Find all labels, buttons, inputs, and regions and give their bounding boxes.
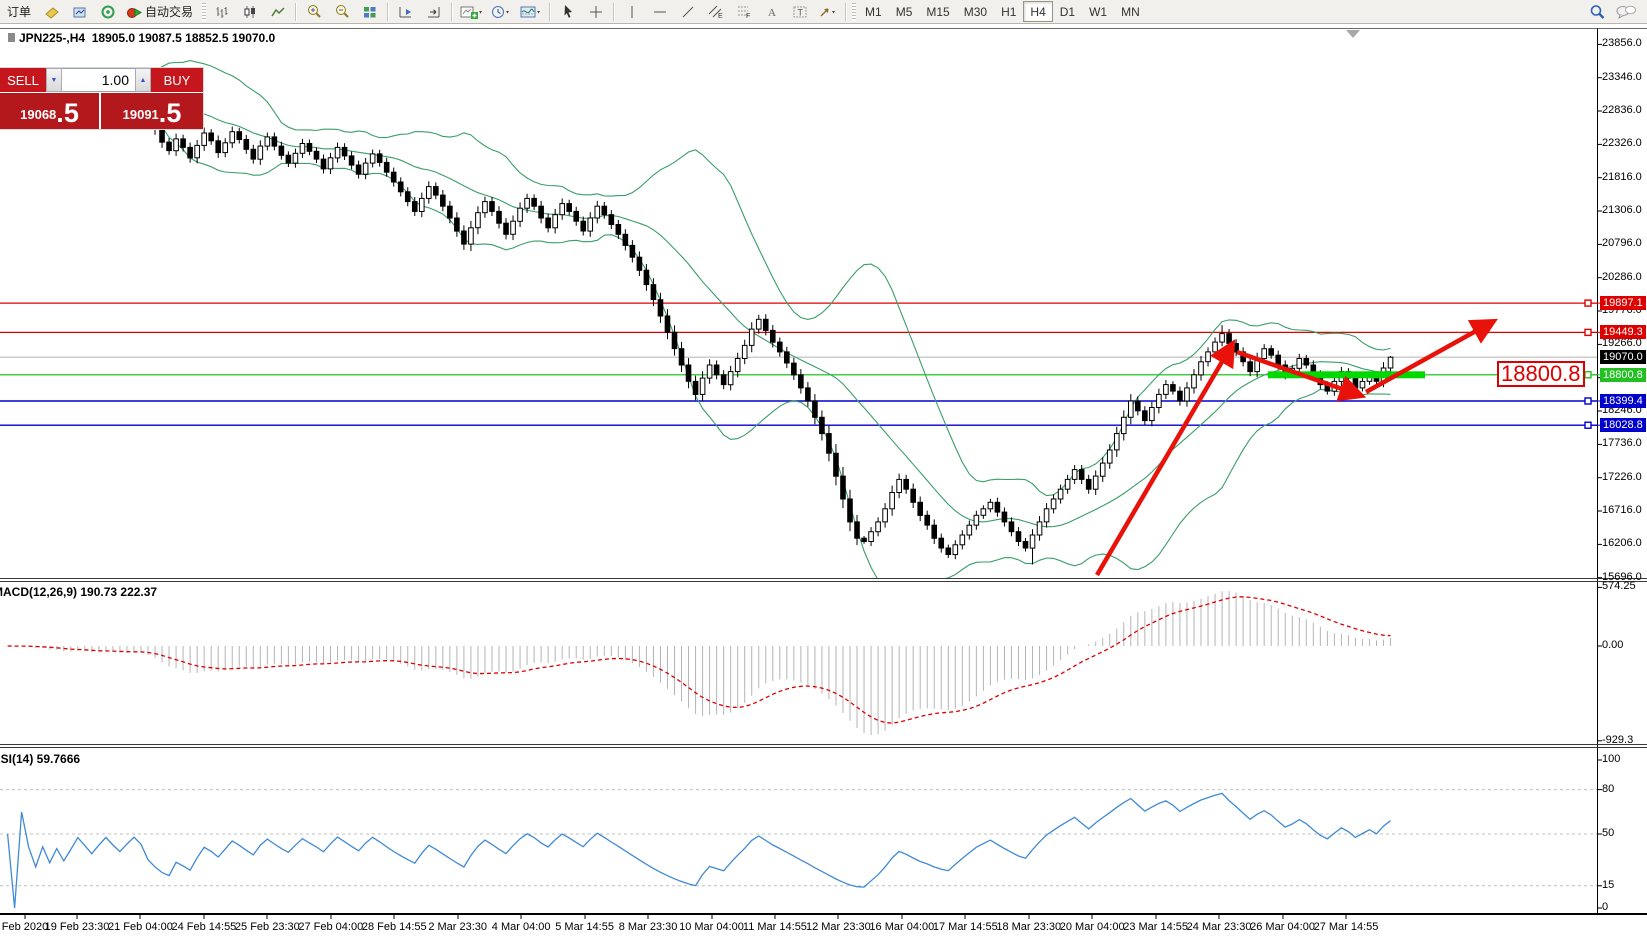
svg-text:A: A (768, 7, 776, 19)
line-chart-icon[interactable] (265, 1, 291, 23)
toolbar-grip (202, 2, 207, 21)
fibonacci-icon: F (736, 4, 752, 20)
toolbar-separator (549, 2, 552, 21)
periods-dropdown[interactable] (487, 1, 515, 23)
arrows-dropdown[interactable] (815, 1, 841, 23)
zoom-in-icon (306, 4, 322, 19)
volume-increase-button[interactable]: ▲ (135, 68, 151, 92)
cursor-tool[interactable] (555, 1, 581, 23)
volume-decrease-button[interactable]: ▼ (46, 68, 62, 92)
equidistant-channel-icon: E (708, 4, 724, 20)
svg-text:F: F (746, 13, 750, 19)
timeframe-button-w1[interactable]: W1 (1089, 4, 1108, 19)
toolbar: 订单 自动交易 (0, 0, 1647, 24)
horizontal-line-tool[interactable] (647, 1, 673, 23)
auto-scroll-icon[interactable] (393, 1, 419, 23)
trendline-icon (681, 5, 695, 19)
chat-icon[interactable] (1612, 1, 1640, 23)
bar-chart-icon[interactable] (209, 1, 235, 23)
templates-icon[interactable] (517, 1, 545, 23)
toolbar-separator (295, 2, 298, 21)
autotrading-icon (126, 5, 143, 19)
toolbar-separator (845, 2, 848, 21)
metaquotes-connect-icon (100, 5, 116, 19)
toolbar-separator (387, 2, 390, 21)
sell-price-display[interactable]: 19068. 5 (0, 93, 99, 129)
timeframe-button-m5[interactable]: M5 (895, 4, 913, 19)
buy-price-pip: 5 (166, 98, 182, 128)
timeframe-button-m1[interactable]: M1 (865, 4, 882, 19)
autotrading-label: 自动交易 (145, 5, 194, 19)
candlestick-chart-icon[interactable] (237, 1, 263, 23)
chart-shift-icon[interactable] (421, 1, 447, 23)
vertical-line-tool[interactable] (619, 1, 645, 23)
sell-price-separator: . (56, 98, 64, 128)
market-watch-icon[interactable] (67, 1, 93, 23)
zoom-out-icon (334, 4, 350, 19)
sell-price-main: 19068 (20, 107, 57, 122)
toolbar-grip (852, 2, 857, 21)
sell-button[interactable]: SELL (0, 68, 46, 92)
zoom-in-icon[interactable] (301, 1, 327, 23)
buy-price-display[interactable]: 19091. 5 (101, 93, 203, 129)
buy-price-main: 19091 (122, 107, 159, 122)
chat-icon (1615, 4, 1637, 20)
timeframe-button-m30[interactable]: M30 (963, 4, 988, 19)
price-annotation-label[interactable]: 18800.8 (1497, 361, 1585, 387)
horizontal-line-icon (653, 5, 667, 19)
toolbar-separator (451, 2, 454, 21)
crosshair-tool[interactable] (583, 1, 609, 23)
timeframe-button-d1[interactable]: D1 (1059, 4, 1076, 19)
text-label-icon: T (793, 5, 808, 19)
zoom-out-icon[interactable] (329, 1, 355, 23)
svg-text:E: E (718, 13, 723, 19)
order-button[interactable]: 订单 (1, 1, 37, 23)
tile-windows-icon[interactable] (357, 1, 383, 23)
volume-input[interactable] (62, 68, 135, 92)
indicators-dropdown[interactable] (457, 1, 485, 23)
one-click-trade-panel: SELL ▼ ▲ BUY 19068.5 19091.5 (0, 68, 203, 129)
line-chart-icon (270, 5, 286, 19)
add-indicator-icon (460, 5, 483, 19)
search-icon[interactable] (1584, 1, 1610, 23)
buy-price-separator: . (158, 98, 167, 128)
fibonacci-tool[interactable]: F (731, 1, 757, 23)
timeframe-button-mn[interactable]: MN (1121, 4, 1140, 19)
order-button-label: 订单 (7, 5, 32, 19)
chart-shift-icon (426, 5, 442, 19)
timeframe-button-m15[interactable]: M15 (926, 4, 950, 19)
clock-icon (490, 5, 512, 19)
trendline-tool[interactable] (675, 1, 701, 23)
metaquotes-connect-icon[interactable] (95, 1, 121, 23)
tile-windows-icon (362, 5, 378, 19)
buy-button[interactable]: BUY (151, 68, 203, 92)
svg-text:T: T (797, 7, 803, 17)
text-icon: A (766, 5, 779, 19)
timeframe-button-h4[interactable]: H4 (1023, 1, 1053, 22)
candlestick-chart-icon (242, 5, 258, 19)
crosshair-icon (589, 5, 603, 19)
cursor-icon (561, 4, 575, 19)
timeframe-button-h1[interactable]: H1 (1001, 4, 1017, 19)
sell-price-pip: 5 (63, 98, 79, 128)
channel-tool[interactable]: E (703, 1, 729, 23)
timeframe-toolbar: M1 M5 M15 M30 H1 H4 D1 W1 MN (858, 1, 1147, 22)
toolbar-separator (613, 2, 616, 21)
vertical-line-icon (626, 5, 638, 19)
market-watch-icon (72, 5, 88, 19)
search-icon (1589, 4, 1606, 20)
autotrading-button[interactable]: 自动交易 (123, 1, 199, 23)
new-order-icon (44, 5, 60, 19)
text-label-tool[interactable]: T (787, 1, 813, 23)
templates-icon (520, 5, 542, 19)
chart-window[interactable]: JPN225-,H4 18905.0 19087.5 18852.5 19070… (0, 24, 1647, 946)
auto-scroll-icon (398, 5, 414, 19)
bar-chart-icon (214, 5, 230, 19)
new-order-icon[interactable] (39, 1, 65, 23)
arrow-objects-icon (818, 5, 838, 19)
text-tool[interactable]: A (759, 1, 785, 23)
